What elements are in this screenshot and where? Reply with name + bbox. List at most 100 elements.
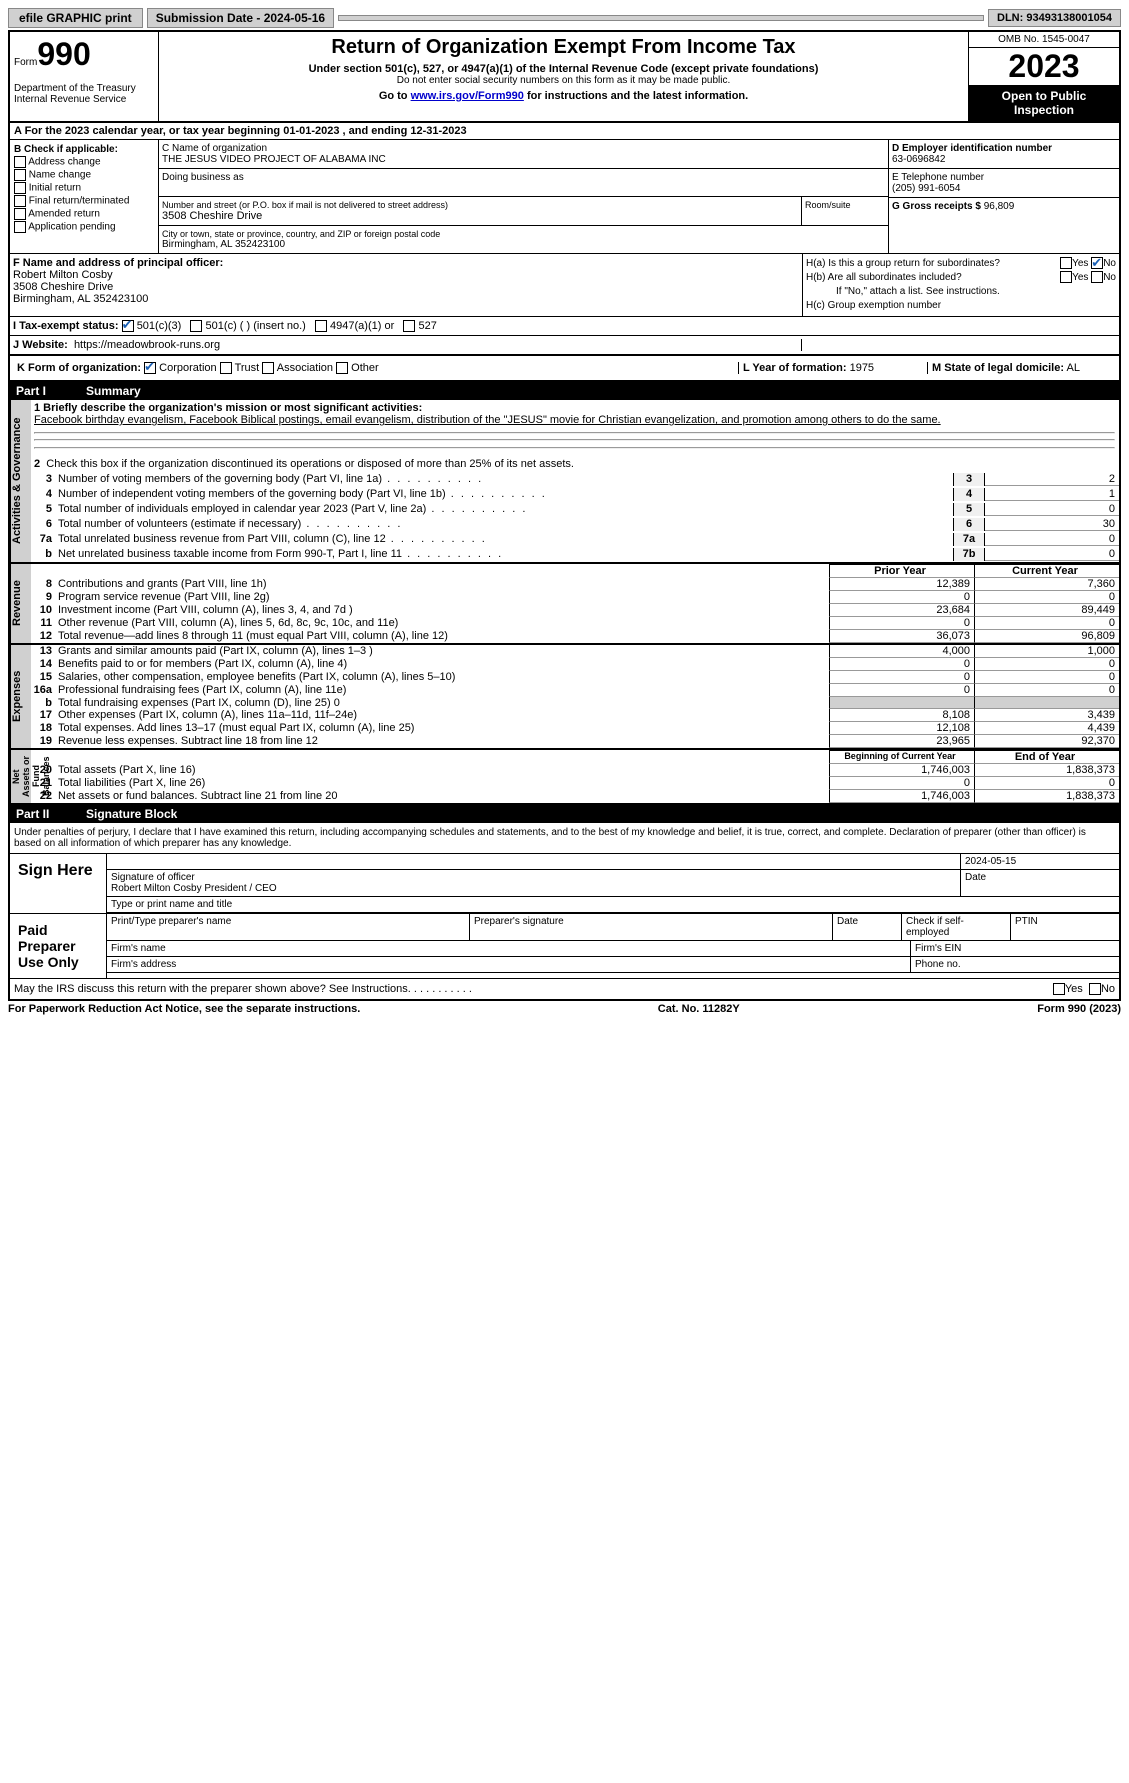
submission-date: Submission Date - 2024-05-16	[147, 8, 334, 28]
efile-button[interactable]: efile GRAPHIC print	[8, 8, 143, 28]
line-22: 22Net assets or fund balances. Subtract …	[30, 790, 1119, 803]
part2-header: Part II Signature Block	[10, 805, 1119, 823]
side-expenses: Expenses	[10, 645, 31, 748]
form-subtitle: Under section 501(c), 527, or 4947(a)(1)…	[163, 63, 964, 75]
line-8: 8Contributions and grants (Part VIII, li…	[30, 578, 1119, 591]
line-1: 1 Briefly describe the organization's mi…	[30, 400, 1119, 456]
info-grid: B Check if applicable: Address change Na…	[10, 140, 1119, 254]
gov-line-7b: bNet unrelated business taxable income f…	[30, 547, 1119, 562]
chk-527[interactable]	[403, 320, 415, 332]
header-right: OMB No. 1545-0047 2023 Open to Public In…	[968, 32, 1119, 121]
line-11: 11Other revenue (Part VIII, column (A), …	[30, 617, 1119, 630]
goto-link: Go to www.irs.gov/Form990 for instructio…	[163, 90, 964, 102]
side-revenue: Revenue	[10, 564, 31, 643]
chk-hb-yes[interactable]	[1060, 271, 1072, 283]
gross-cell: G Gross receipts $ 96,809	[889, 198, 1119, 215]
form-title: Return of Organization Exempt From Incom…	[163, 36, 964, 59]
gov-line-7a: 7aTotal unrelated business revenue from …	[30, 532, 1119, 547]
header-left: Form990 Department of the Treasury Inter…	[10, 32, 159, 121]
chk-amended[interactable]	[14, 208, 26, 220]
omb-number: OMB No. 1545-0047	[969, 32, 1119, 48]
gov-line-3: 3Number of voting members of the governi…	[30, 472, 1119, 487]
row-f-h: F Name and address of principal officer:…	[10, 254, 1119, 317]
dln-label: DLN: 93493138001054	[988, 9, 1121, 27]
tax-year: 2023	[969, 48, 1119, 85]
box-h: H(a) Is this a group return for subordin…	[802, 254, 1119, 316]
chk-4947[interactable]	[315, 320, 327, 332]
chk-ha-no[interactable]	[1091, 257, 1103, 269]
box-b-header: B Check if applicable:	[14, 144, 154, 155]
dept-treasury: Department of the Treasury Internal Reve…	[14, 83, 154, 105]
line-b: bTotal fundraising expenses (Part IX, co…	[30, 697, 1119, 709]
telephone: (205) 991-6054	[892, 183, 960, 194]
paperwork-notice: For Paperwork Reduction Act Notice, see …	[8, 1003, 360, 1015]
box-d: D Employer identification number 63-0696…	[889, 140, 1119, 253]
chk-other[interactable]	[336, 362, 348, 374]
chk-name-change[interactable]	[14, 169, 26, 181]
line-21: 21Total liabilities (Part X, line 26)00	[30, 777, 1119, 790]
chk-trust[interactable]	[220, 362, 232, 374]
line-16a: 16aProfessional fundraising fees (Part I…	[30, 684, 1119, 697]
chk-address-change[interactable]	[14, 156, 26, 168]
chk-hb-no[interactable]	[1091, 271, 1103, 283]
line-19: 19Revenue less expenses. Subtract line 1…	[30, 735, 1119, 748]
form-number: 990	[37, 36, 90, 72]
chk-initial-return[interactable]	[14, 182, 26, 194]
org-name-cell: C Name of organization THE JESUS VIDEO P…	[159, 140, 888, 169]
chk-app-pending[interactable]	[14, 221, 26, 233]
may-irs-row: May the IRS discuss this return with the…	[10, 978, 1119, 999]
side-governance: Activities & Governance	[10, 400, 31, 562]
line-18: 18Total expenses. Add lines 13–17 (must …	[30, 722, 1119, 735]
paid-preparer-block: Paid Preparer Use Only Print/Type prepar…	[10, 913, 1119, 978]
col-headers-rev: Prior Year Current Year	[30, 564, 1119, 578]
box-f: F Name and address of principal officer:…	[10, 254, 802, 316]
declaration: Under penalties of perjury, I declare th…	[10, 823, 1119, 853]
website-row: J Website: https://meadowbrook-runs.org	[10, 336, 1119, 356]
line-17: 17Other expenses (Part IX, column (A), l…	[30, 709, 1119, 722]
chk-ha-yes[interactable]	[1060, 257, 1072, 269]
col-headers-net: Beginning of Current Year End of Year	[30, 750, 1119, 764]
chk-corp[interactable]	[144, 362, 156, 374]
gov-line-5: 5Total number of individuals employed in…	[30, 502, 1119, 517]
box-c: C Name of organization THE JESUS VIDEO P…	[159, 140, 889, 253]
chk-irs-yes[interactable]	[1053, 983, 1065, 995]
row-k: K Form of organization: Corporation Trus…	[10, 356, 1119, 382]
governance-section: Activities & Governance 1 Briefly descri…	[10, 400, 1119, 564]
irs-link[interactable]: www.irs.gov/Form990	[411, 90, 524, 102]
footer: For Paperwork Reduction Act Notice, see …	[8, 1001, 1121, 1015]
ssn-warning: Do not enter social security numbers on …	[163, 75, 964, 86]
gov-line-4: 4Number of independent voting members of…	[30, 487, 1119, 502]
street-address: 3508 Cheshire Drive	[162, 210, 798, 222]
tel-cell: E Telephone number (205) 991-6054	[889, 169, 1119, 198]
netassets-section: Net Assets or Fund Balances Beginning of…	[10, 750, 1119, 805]
chk-final-return[interactable]	[14, 195, 26, 207]
chk-irs-no[interactable]	[1089, 983, 1101, 995]
gross-receipts: 96,809	[984, 201, 1015, 212]
city-cell: City or town, state or province, country…	[159, 226, 888, 253]
chk-501c3[interactable]	[122, 320, 134, 332]
city-state-zip: Birmingham, AL 352423100	[162, 239, 885, 250]
street-cell: Number and street (or P.O. box if mail i…	[159, 197, 888, 226]
line-15: 15Salaries, other compensation, employee…	[30, 671, 1119, 684]
gov-line-6: 6Total number of volunteers (estimate if…	[30, 517, 1119, 532]
open-public: Open to Public Inspection	[969, 85, 1119, 121]
form-word: Form	[14, 57, 37, 68]
paid-prep-label: Paid Preparer Use Only	[10, 914, 107, 978]
mission-text: Facebook birthday evangelism, Facebook B…	[34, 414, 941, 426]
side-netassets: Net Assets or Fund Balances	[10, 750, 31, 803]
cat-no: Cat. No. 11282Y	[658, 1003, 740, 1015]
ein-cell: D Employer identification number 63-0696…	[889, 140, 1119, 169]
chk-501c[interactable]	[190, 320, 202, 332]
line-13: 13Grants and similar amounts paid (Part …	[30, 645, 1119, 658]
line-9: 9Program service revenue (Part VIII, lin…	[30, 591, 1119, 604]
sign-here-label: Sign Here	[10, 854, 107, 913]
part1-header: Part I Summary	[10, 382, 1119, 400]
chk-assoc[interactable]	[262, 362, 274, 374]
room-suite: Room/suite	[802, 197, 888, 225]
revenue-section: Revenue Prior Year Current Year 8Contrib…	[10, 564, 1119, 645]
form-990: Form990 Department of the Treasury Inter…	[8, 30, 1121, 1001]
line-10: 10Investment income (Part VIII, column (…	[30, 604, 1119, 617]
website-url[interactable]: https://meadowbrook-runs.org	[74, 339, 220, 351]
line-2: 2 Check this box if the organization dis…	[30, 456, 1119, 472]
top-bar: efile GRAPHIC print Submission Date - 20…	[8, 8, 1121, 28]
